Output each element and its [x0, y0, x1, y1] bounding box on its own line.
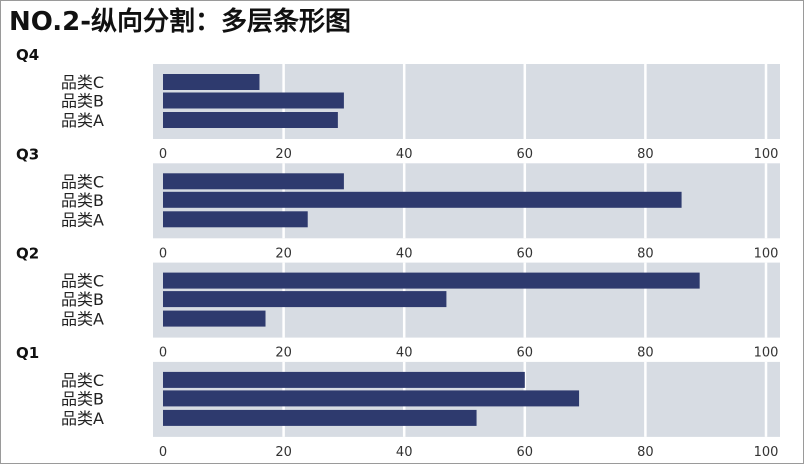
x-tick-label: 40	[396, 445, 413, 460]
category-label: 品类A	[61, 111, 104, 130]
x-tick-label: 0	[159, 445, 167, 460]
x-tick-label: 60	[517, 346, 534, 361]
category-label: 品类C	[61, 371, 104, 390]
x-tick-label: 100	[754, 346, 779, 361]
x-tick-label: 20	[275, 147, 292, 162]
bar-q1-2	[163, 390, 580, 407]
category-label: 品类C	[61, 272, 104, 291]
x-tick-label: 60	[517, 147, 534, 162]
category-label: 品类B	[61, 191, 104, 210]
bar-q3-3	[163, 173, 344, 190]
bar-q1-1	[163, 409, 477, 426]
bar-q4-1	[163, 112, 338, 128]
category-label: 品类A	[61, 409, 104, 428]
x-tick-label: 80	[637, 445, 654, 460]
x-tick-label: 60	[517, 246, 534, 261]
x-tick-label: 80	[637, 346, 654, 361]
x-tick-label: 100	[754, 147, 779, 162]
x-tick-label: 20	[275, 346, 292, 361]
x-tick-label: 100	[754, 246, 779, 261]
x-tick-label: 40	[396, 246, 413, 261]
bar-q4-3	[163, 74, 260, 90]
bar-q2-1	[163, 310, 266, 327]
bar-q4-2	[163, 92, 344, 109]
x-tick-label: 80	[637, 147, 654, 162]
bar-q3-1	[163, 211, 308, 228]
x-tick-label: 0	[159, 246, 167, 261]
bar-q3-2	[163, 191, 682, 208]
x-tick-label: 100	[754, 445, 779, 460]
category-label: 品类B	[61, 389, 104, 408]
category-label: 品类B	[61, 290, 104, 309]
panel-label: Q4	[16, 46, 39, 64]
x-tick-label: 20	[275, 445, 292, 460]
category-label: 品类A	[61, 210, 104, 229]
x-tick-label: 0	[159, 346, 167, 361]
panel-label: Q2	[16, 245, 39, 263]
panel-label: Q1	[16, 344, 39, 362]
chart-title: NO.2-纵向分割：多层条形图	[9, 7, 352, 37]
category-label: 品类B	[61, 92, 104, 111]
x-tick-label: 0	[159, 147, 167, 162]
bar-q2-3	[163, 272, 700, 289]
panel-label: Q3	[16, 145, 39, 163]
x-tick-label: 20	[275, 246, 292, 261]
x-tick-label: 60	[517, 445, 534, 460]
x-tick-label: 40	[396, 346, 413, 361]
category-label: 品类C	[61, 73, 104, 92]
x-tick-label: 40	[396, 147, 413, 162]
category-label: 品类C	[61, 172, 104, 191]
bar-q2-2	[163, 291, 447, 308]
category-label: 品类A	[61, 310, 104, 329]
bar-q1-3	[163, 371, 525, 388]
x-tick-label: 80	[637, 246, 654, 261]
